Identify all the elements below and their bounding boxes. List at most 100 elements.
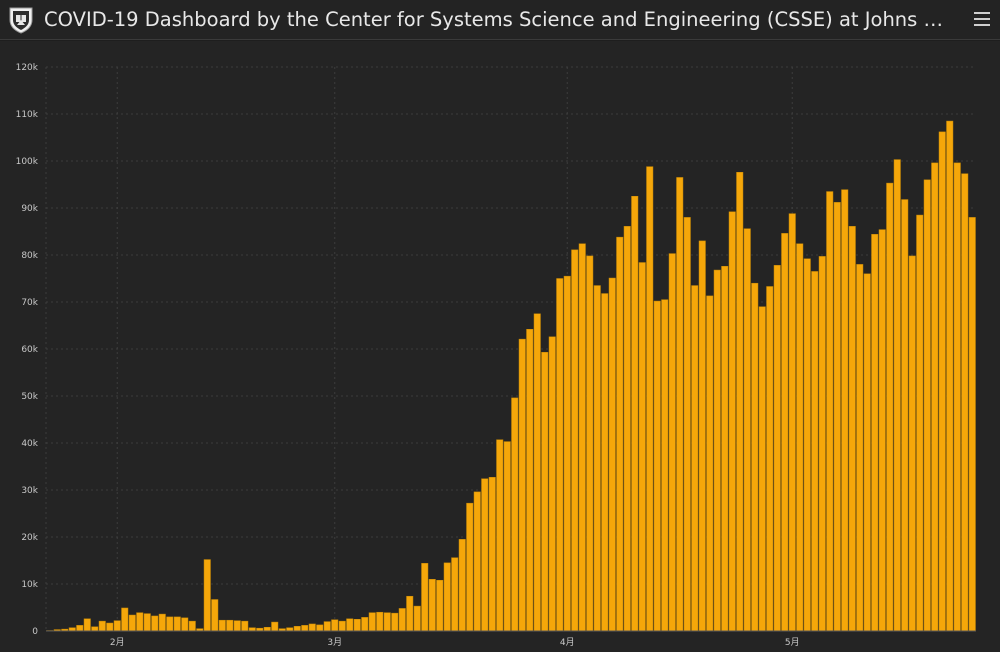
bar[interactable] — [848, 226, 856, 632]
bar[interactable] — [98, 620, 106, 632]
bar[interactable] — [406, 595, 414, 632]
bar[interactable] — [436, 579, 444, 632]
bar[interactable] — [691, 285, 699, 632]
bar[interactable] — [526, 329, 534, 632]
bar[interactable] — [743, 228, 751, 632]
bar[interactable] — [728, 211, 736, 632]
bar[interactable] — [698, 240, 706, 632]
bar[interactable] — [293, 626, 301, 632]
bar[interactable] — [706, 295, 714, 632]
bar[interactable] — [451, 557, 459, 632]
bar[interactable] — [428, 579, 436, 632]
bar[interactable] — [113, 620, 121, 632]
bar[interactable] — [946, 120, 954, 632]
bar[interactable] — [361, 617, 369, 632]
bar[interactable] — [683, 217, 691, 632]
bar[interactable] — [863, 273, 871, 632]
bar[interactable] — [211, 599, 219, 632]
bar[interactable] — [263, 626, 271, 632]
bar[interactable] — [901, 199, 909, 632]
bar[interactable] — [458, 539, 466, 632]
bar[interactable] — [623, 226, 631, 632]
bar[interactable] — [158, 613, 166, 632]
bar[interactable] — [218, 619, 226, 632]
bar[interactable] — [751, 282, 759, 632]
bar[interactable] — [496, 439, 504, 632]
bar[interactable] — [376, 611, 384, 632]
bar[interactable] — [331, 619, 339, 632]
bar[interactable] — [188, 620, 196, 632]
bar[interactable] — [646, 166, 654, 632]
bar[interactable] — [233, 620, 241, 632]
bar[interactable] — [631, 196, 639, 632]
bar[interactable] — [668, 253, 676, 632]
bar[interactable] — [136, 612, 144, 632]
bar[interactable] — [391, 612, 399, 632]
bar[interactable] — [511, 397, 519, 632]
bar[interactable] — [91, 626, 99, 632]
bar[interactable] — [676, 177, 684, 632]
bar[interactable] — [83, 618, 91, 632]
bar[interactable] — [443, 562, 451, 632]
hamburger-menu-icon[interactable] — [974, 8, 990, 30]
bar[interactable] — [638, 262, 646, 632]
bar[interactable] — [121, 607, 129, 632]
bar[interactable] — [661, 299, 669, 632]
bar[interactable] — [346, 618, 354, 632]
bar[interactable] — [353, 619, 361, 632]
bar[interactable] — [556, 278, 564, 632]
bar[interactable] — [421, 563, 429, 632]
bar[interactable] — [181, 617, 189, 632]
bar[interactable] — [871, 234, 879, 632]
bar[interactable] — [781, 233, 789, 632]
bar[interactable] — [968, 217, 976, 632]
bar[interactable] — [466, 502, 474, 632]
bar[interactable] — [788, 213, 796, 632]
bar[interactable] — [128, 614, 136, 632]
bar[interactable] — [106, 622, 114, 632]
bar[interactable] — [503, 441, 511, 632]
bar[interactable] — [481, 478, 489, 632]
bar[interactable] — [608, 277, 616, 632]
bar[interactable] — [548, 336, 556, 632]
bar[interactable] — [811, 271, 819, 632]
bar[interactable] — [541, 352, 549, 632]
bar[interactable] — [166, 616, 174, 632]
bar[interactable] — [916, 214, 924, 632]
bar[interactable] — [241, 620, 249, 632]
bar[interactable] — [713, 269, 721, 632]
bar[interactable] — [488, 477, 496, 632]
bar[interactable] — [938, 131, 946, 632]
bar[interactable] — [601, 293, 609, 632]
bar[interactable] — [766, 286, 774, 632]
bar[interactable] — [721, 266, 729, 632]
bar[interactable] — [908, 255, 916, 632]
bar[interactable] — [413, 605, 421, 632]
bar[interactable] — [758, 306, 766, 632]
bar[interactable] — [736, 172, 744, 632]
bar[interactable] — [826, 191, 834, 632]
bar[interactable] — [653, 300, 661, 632]
bar[interactable] — [398, 608, 406, 632]
bar[interactable] — [773, 265, 781, 632]
bar[interactable] — [586, 255, 594, 632]
bar[interactable] — [803, 258, 811, 632]
bar[interactable] — [923, 179, 931, 632]
bar[interactable] — [368, 612, 376, 632]
bar[interactable] — [616, 236, 624, 632]
bar[interactable] — [856, 264, 864, 632]
bar[interactable] — [893, 159, 901, 632]
bar[interactable] — [203, 559, 211, 632]
bar[interactable] — [308, 623, 316, 632]
bar[interactable] — [833, 202, 841, 632]
bar[interactable] — [563, 275, 571, 632]
bar[interactable] — [961, 173, 969, 632]
bar[interactable] — [226, 619, 234, 632]
bar[interactable] — [841, 189, 849, 632]
bar[interactable] — [323, 621, 331, 632]
bar[interactable] — [886, 182, 894, 632]
bar[interactable] — [931, 162, 939, 632]
bar[interactable] — [518, 338, 526, 632]
bar[interactable] — [818, 256, 826, 632]
bar[interactable] — [533, 313, 541, 632]
